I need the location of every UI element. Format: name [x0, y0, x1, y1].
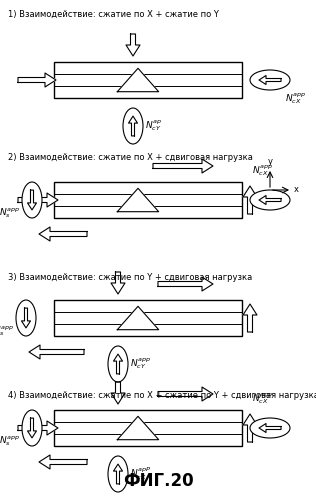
Polygon shape [259, 75, 281, 84]
Ellipse shape [108, 456, 128, 492]
Polygon shape [117, 68, 159, 92]
Polygon shape [259, 424, 281, 433]
Ellipse shape [250, 190, 290, 210]
Polygon shape [21, 308, 31, 328]
Text: $N_{cX}^{app}$: $N_{cX}^{app}$ [252, 391, 273, 406]
Bar [54, 300, 242, 336]
Polygon shape [117, 416, 159, 440]
Polygon shape [153, 159, 213, 173]
Text: $N_s^{app}$: $N_s^{app}$ [0, 206, 20, 220]
Bar [54, 182, 242, 218]
Text: 2) Взаимодействие: сжатие по X + сдвиговая нагрузка: 2) Взаимодействие: сжатие по X + сдвигов… [8, 153, 253, 162]
Text: $N_{cX}^{app}$: $N_{cX}^{app}$ [285, 91, 306, 106]
Polygon shape [39, 227, 87, 241]
Polygon shape [18, 421, 58, 435]
Text: $N_{cY}^{ap}$: $N_{cY}^{ap}$ [145, 119, 162, 133]
Polygon shape [158, 387, 213, 401]
Ellipse shape [123, 108, 143, 144]
Text: $N_{cX}^{app}$: $N_{cX}^{app}$ [252, 163, 273, 178]
Text: 3) Взаимодействие: сжатие по Y + сдвиговая нагрузка: 3) Взаимодействие: сжатие по Y + сдвигов… [8, 273, 252, 282]
Polygon shape [117, 188, 159, 212]
Ellipse shape [250, 418, 290, 438]
Polygon shape [39, 455, 87, 469]
Polygon shape [113, 354, 123, 374]
Polygon shape [111, 382, 125, 404]
Polygon shape [158, 277, 213, 291]
Text: 4) Взаимодействие: сжатие по X + сжатие по Y + сдвиговая нагрузка: 4) Взаимодействие: сжатие по X + сжатие … [8, 391, 316, 400]
Polygon shape [27, 418, 37, 438]
Text: $N_{cY}^{app}$: $N_{cY}^{app}$ [130, 357, 151, 371]
Ellipse shape [16, 300, 36, 336]
Bar [54, 410, 242, 446]
Text: $N_s^{app}$: $N_s^{app}$ [0, 434, 20, 448]
Text: $N_{cX}^{apP}$: $N_{cX}^{apP}$ [130, 466, 151, 482]
Polygon shape [27, 190, 37, 210]
Text: ФИГ.20: ФИГ.20 [123, 472, 193, 490]
Polygon shape [243, 304, 257, 332]
Bar [54, 62, 242, 98]
Ellipse shape [22, 182, 42, 218]
Ellipse shape [108, 346, 128, 382]
Polygon shape [29, 345, 84, 359]
Polygon shape [126, 34, 140, 56]
Ellipse shape [250, 70, 290, 90]
Polygon shape [243, 186, 257, 214]
Polygon shape [111, 272, 125, 294]
Polygon shape [129, 116, 137, 136]
Text: 1) Взаимодействие: сжатие по X + сжатие по Y: 1) Взаимодействие: сжатие по X + сжатие … [8, 10, 219, 19]
Text: x: x [294, 186, 299, 195]
Polygon shape [117, 306, 159, 330]
Text: $N_s^{app}$: $N_s^{app}$ [0, 324, 14, 338]
Polygon shape [113, 464, 123, 484]
Text: y: y [268, 157, 272, 166]
Polygon shape [18, 73, 56, 87]
Polygon shape [243, 414, 257, 442]
Polygon shape [259, 196, 281, 205]
Ellipse shape [22, 410, 42, 446]
Polygon shape [18, 193, 58, 207]
